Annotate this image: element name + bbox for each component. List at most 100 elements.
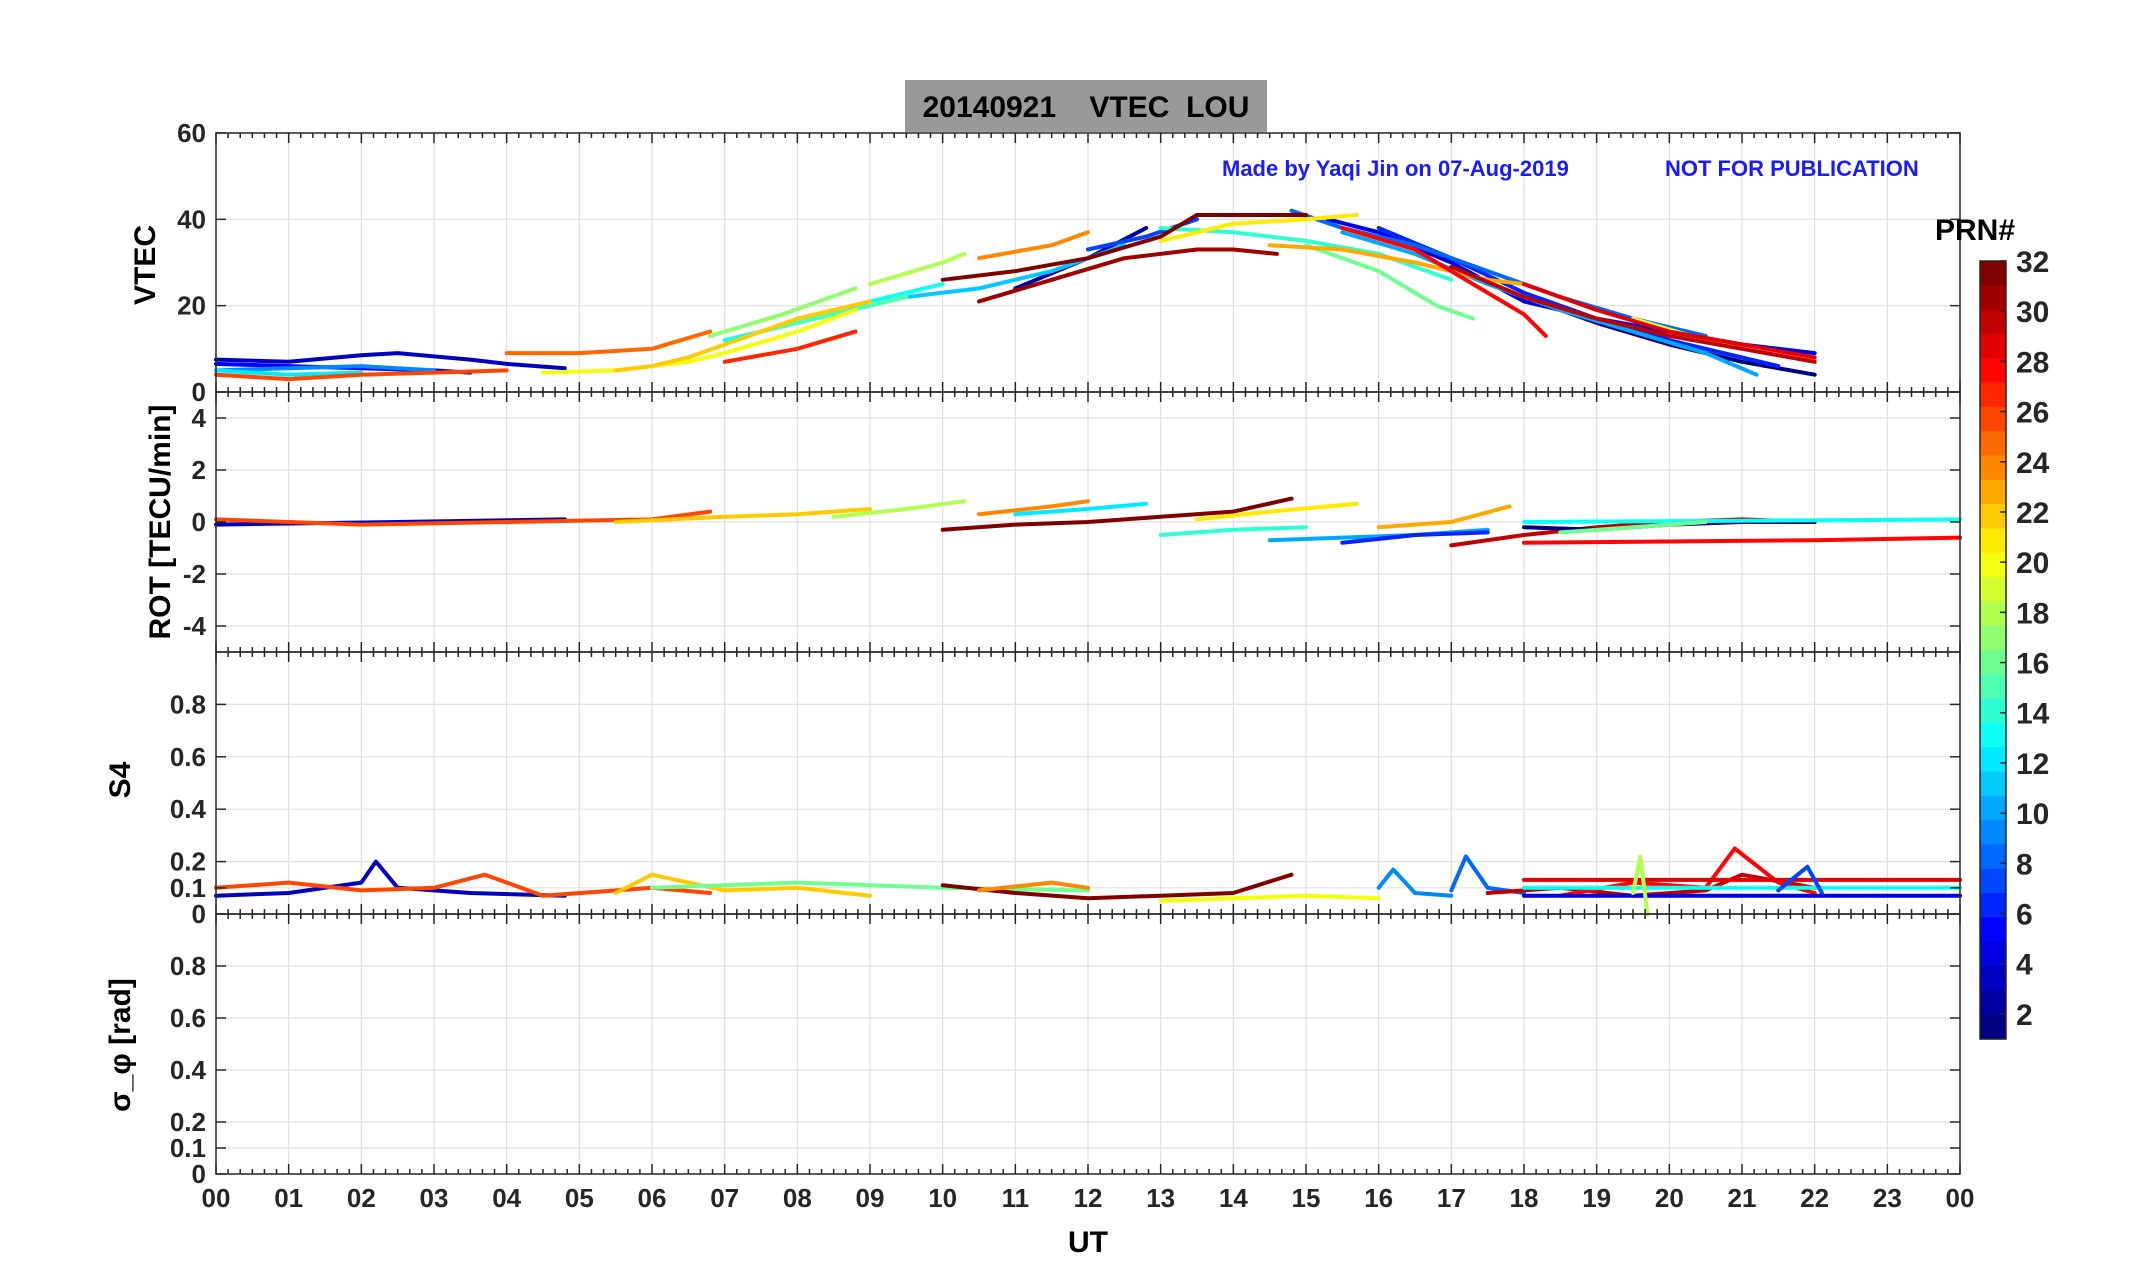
y-tick-label: 0: [192, 1159, 206, 1189]
panel-sigma_phi: 00.10.2 0.4 0.6 0.8 σ_φ [rad]: [104, 913, 1961, 1189]
colorbar-cell: [1980, 868, 2006, 894]
colorbar-frame: [1979, 260, 2007, 1040]
y-tick-label: 20: [177, 291, 206, 321]
series-prn-21: [1158, 213, 1359, 243]
colorbar-cell: [1980, 941, 2006, 967]
series-prn-28: [1340, 226, 1548, 338]
note-made-by: Made by Yaqi Jin on 07-Aug-2019: [1222, 156, 1569, 181]
series-prn-24: [977, 880, 1090, 893]
series-prn-26: [214, 509, 713, 527]
series-prn-25: [504, 329, 713, 356]
colorbar-cell: [1980, 431, 2006, 457]
colorbar-tick-label: 32: [2016, 246, 2049, 279]
series-prn-12: [214, 368, 364, 377]
series-prn-20: [1158, 893, 1381, 903]
series-prn-32: [940, 496, 1294, 532]
colorbar-cell: [1980, 528, 2006, 554]
x-tick-label: 10: [928, 1183, 957, 1213]
x-tick-label: 23: [1873, 1183, 1902, 1213]
x-tick-label: 13: [1146, 1183, 1175, 1213]
series-prn-22: [613, 299, 872, 373]
series-prn-12: [1013, 501, 1149, 517]
colorbar-cell: [1980, 455, 2006, 481]
series-prn-32: [940, 213, 1308, 282]
series-prn-29: [1522, 282, 1817, 360]
colorbar-cell: [1980, 577, 2006, 602]
colorbar-tick-label: 2: [2016, 999, 2033, 1032]
colorbar-cell: [1980, 966, 2006, 991]
x-tick-label: 03: [420, 1183, 449, 1213]
series-prn-3: [214, 351, 567, 371]
series-prn-6: [1340, 530, 1490, 545]
colorbar-cell: [1980, 795, 2006, 821]
x-tick-label: 05: [565, 1183, 594, 1213]
x-tick-label: 06: [638, 1183, 667, 1213]
x-tick-label: 22: [1800, 1183, 1829, 1213]
series-prn-32: [940, 872, 1294, 901]
series-prn-30: [1449, 264, 1817, 364]
panel-s4: 00.10.2 0.4 0.6 0.8 S4: [104, 651, 1962, 929]
x-tick-label: 12: [1074, 1183, 1103, 1213]
y-tick-label: 0.4: [170, 1055, 207, 1085]
y-axis-label-rot: ROT [TECU/min]: [144, 405, 177, 640]
colorbar-cell: [1980, 333, 2006, 359]
colorbar-tick-label: 26: [2016, 397, 2049, 430]
series-prn-16: [1304, 243, 1476, 321]
colorbar-tick-label: 10: [2016, 798, 2049, 831]
series-prn-24: [977, 499, 1090, 517]
y-tick-label: 4: [192, 403, 207, 433]
colorbar-cell: [1980, 747, 2006, 773]
series-prn-27: [722, 329, 858, 364]
colorbar-tick-label: 12: [2016, 748, 2049, 781]
x-tick-label: 18: [1510, 1183, 1539, 1213]
colorbar-cell: [1980, 382, 2006, 408]
y-tick-label: 0.2: [170, 1107, 206, 1137]
x-axis-label: UT: [1068, 1226, 1108, 1259]
y-tick-label: 0: [192, 507, 206, 537]
series-prn-28: [1522, 535, 1962, 545]
series-prn-3: [214, 859, 567, 898]
series-prn-15: [759, 295, 909, 334]
y-tick-label: 0.8: [170, 951, 206, 981]
colorbar-tick-label: 6: [2016, 899, 2033, 932]
colorbar-cell: [1980, 1014, 2006, 1040]
series-prn-9: [214, 364, 436, 373]
colorbar-tick-label: 30: [2016, 296, 2049, 329]
series-prn-16: [650, 880, 1090, 893]
series-prn-13: [1522, 517, 1962, 524]
colorbar-cell: [1980, 698, 2006, 724]
series-prn-18: [868, 251, 967, 287]
colorbar-tick-label: 14: [2016, 698, 2050, 731]
x-tick-label: 00: [202, 1183, 231, 1213]
y-tick-label: 2: [192, 455, 206, 485]
x-tick-label: 11: [1002, 1183, 1030, 1213]
colorbar-tick-label: 16: [2016, 648, 2049, 681]
series-prn-14: [1158, 525, 1308, 537]
colorbar-cell: [1980, 358, 2006, 384]
chart-title: 20140921 VTEC LOU: [923, 91, 1250, 124]
colorbar-cell: [1980, 893, 2006, 919]
series-prn-9: [1376, 867, 1454, 898]
series-prn-23: [1267, 243, 1526, 287]
series-prn-23: [1376, 504, 1512, 530]
colorbar-cell: [1980, 820, 2006, 846]
series-prn-31: [977, 247, 1279, 304]
colorbar-tick-label: 4: [2016, 949, 2033, 982]
y-tick-label: 40: [177, 204, 206, 234]
colorbar-tick-label: 20: [2016, 547, 2049, 580]
colorbar-tick-label: 18: [2016, 597, 2049, 630]
series-prn-24: [977, 230, 1090, 261]
x-tick-label: 00: [1946, 1183, 1975, 1213]
x-tick-label: 15: [1292, 1183, 1321, 1213]
y-tick-label: -4: [183, 611, 207, 641]
x-tick-label: 19: [1582, 1183, 1611, 1213]
y-tick-label: -2: [183, 559, 206, 589]
colorbar-cell: [1980, 261, 2006, 286]
x-tick-label: 07: [710, 1183, 739, 1213]
title-background: [905, 80, 1267, 132]
x-axis-group: 00 01 02 03 04 05 06 07 08 09 10 11 12 13 14 15 16 17 18 19…: [202, 1183, 1975, 1213]
series-prn-26: [214, 368, 509, 382]
y-axis-label-vtec: VTEC: [129, 225, 162, 305]
